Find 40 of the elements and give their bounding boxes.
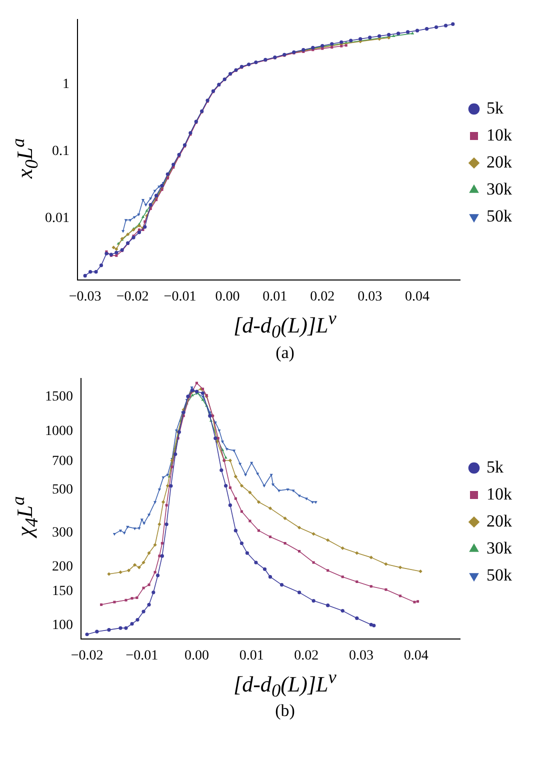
x-tick-label: −0.03 xyxy=(68,289,102,304)
y-tick-label: 300 xyxy=(52,525,73,540)
legend-label: 20k xyxy=(486,511,512,530)
legend-label: 5k xyxy=(486,98,504,118)
x-axis-title: [d-d$_{0}$(L)]L$^{ν}$ xyxy=(232,308,338,343)
y-tick-label: 150 xyxy=(52,584,73,599)
x-tick-label: 0.02 xyxy=(294,648,319,663)
y-tick-label: 0.1 xyxy=(52,144,70,160)
legend-label: 5k xyxy=(486,457,504,476)
x-tick-label: 0.04 xyxy=(405,289,430,304)
legend-label: 30k xyxy=(486,179,512,198)
x-tick-label: −0.02 xyxy=(70,648,104,663)
y-tick-label: 0.01 xyxy=(45,211,70,226)
x-tick-label: 0.01 xyxy=(239,648,264,663)
legend-label: 10k xyxy=(486,125,512,144)
x-tick-label: 0.03 xyxy=(349,648,374,663)
x-tick-label: −0.02 xyxy=(116,289,149,304)
x-tick-label: 0.02 xyxy=(310,289,335,304)
y-tick-label: 200 xyxy=(52,559,73,574)
x-tick-label: 0.00 xyxy=(184,648,209,663)
legend-label: 10k xyxy=(486,484,512,504)
text: (a) xyxy=(274,342,296,363)
x-tick-label: 0.01 xyxy=(262,289,288,304)
legend-label: 30k xyxy=(486,538,512,558)
y-tick-label: 1500 xyxy=(45,389,73,404)
legend-label: 20k xyxy=(486,152,512,172)
x-tick-label: 0.03 xyxy=(358,289,382,304)
legend-label: 50k xyxy=(486,206,512,226)
y-tick-label: 700 xyxy=(52,454,73,469)
text: (b) xyxy=(274,701,296,722)
x-axis-title: [d-d$_{0}$(L)]L$^{ν}$ xyxy=(232,666,338,702)
x-tick-label: 0.04 xyxy=(404,648,428,663)
y-tick-label: 500 xyxy=(52,482,73,498)
x-tick-label: 0.00 xyxy=(215,289,240,304)
legend-label: 50k xyxy=(486,565,512,584)
x-tick-label: −0.01 xyxy=(126,648,158,663)
y-tick-label: 100 xyxy=(52,618,73,633)
y-tick-label: 1000 xyxy=(45,424,73,439)
x-tick-label: −0.01 xyxy=(164,289,196,304)
y-tick-label: 1 xyxy=(62,77,70,92)
